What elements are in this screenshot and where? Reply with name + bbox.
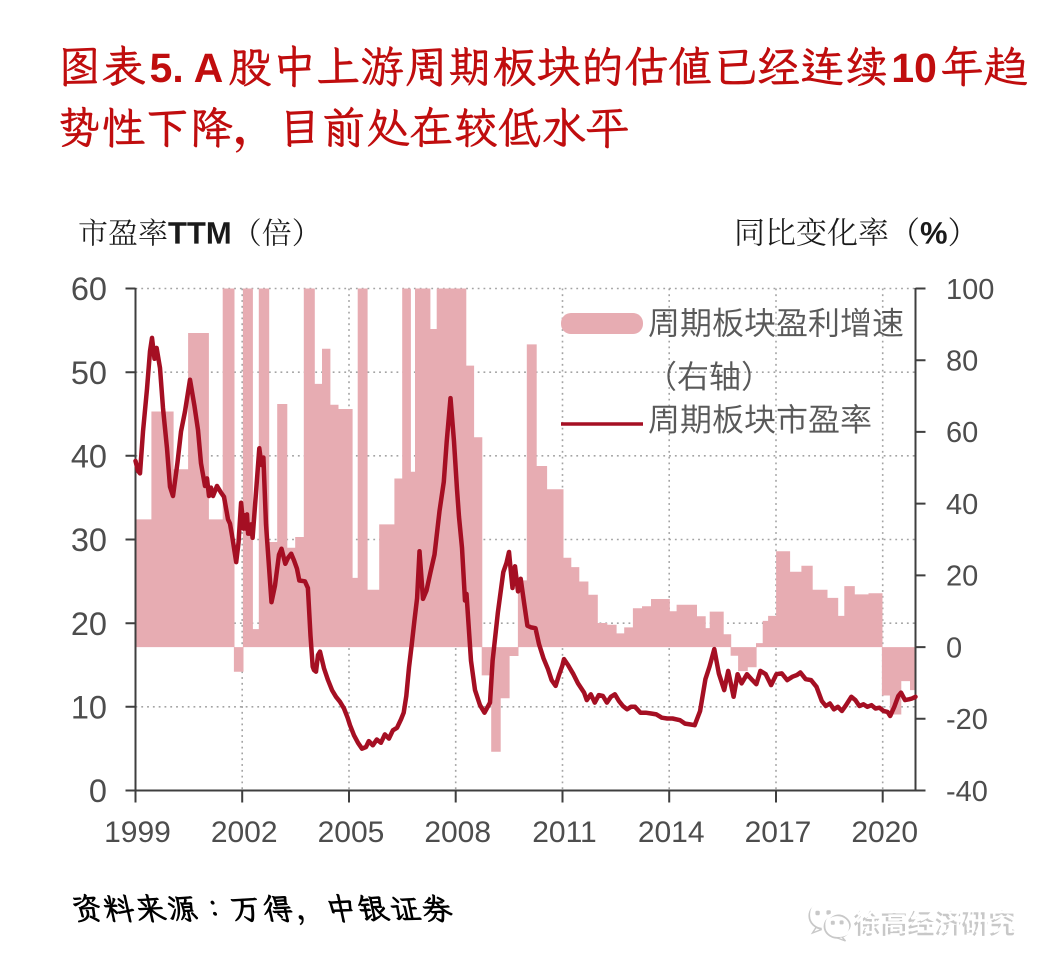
svg-text:2020: 2020: [851, 816, 918, 849]
svg-text:2002: 2002: [211, 816, 278, 849]
svg-text:50: 50: [71, 355, 107, 391]
svg-text:-20: -20: [946, 704, 988, 736]
svg-text:1999: 1999: [104, 816, 171, 849]
svg-text:20: 20: [71, 606, 107, 642]
svg-text:40: 40: [71, 438, 107, 474]
svg-text:0: 0: [89, 773, 107, 809]
svg-text:30: 30: [71, 522, 107, 558]
svg-text:60: 60: [71, 271, 107, 307]
svg-text:-40: -40: [946, 776, 988, 808]
svg-text:2005: 2005: [318, 816, 385, 849]
svg-text:10: 10: [71, 689, 107, 725]
svg-text:2011: 2011: [532, 816, 597, 849]
svg-text:80: 80: [946, 346, 978, 378]
svg-text:40: 40: [946, 489, 978, 521]
svg-text:2017: 2017: [745, 816, 812, 849]
svg-text:20: 20: [946, 561, 978, 593]
svg-text:60: 60: [946, 417, 978, 449]
svg-text:100: 100: [946, 274, 994, 306]
svg-text:0: 0: [946, 632, 962, 664]
svg-text:2014: 2014: [638, 816, 705, 849]
svg-text:2008: 2008: [424, 816, 491, 849]
